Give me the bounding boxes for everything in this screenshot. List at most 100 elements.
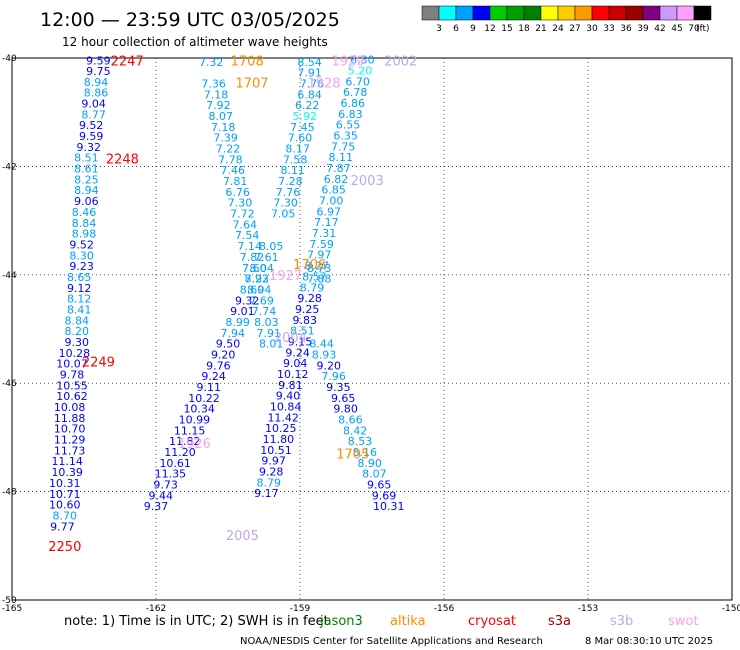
swh-value: 7.59: [309, 238, 334, 251]
colorbar-label: 27: [569, 24, 580, 34]
swh-value: 6.78: [343, 86, 368, 99]
swh-value: 11.35: [155, 468, 187, 481]
colorbar-label: 12: [484, 24, 495, 34]
swh-value: 10.31: [373, 500, 405, 513]
chart-title: 12:00 — 23:59 UTC 03/05/2025: [40, 9, 340, 31]
colorbar-label: 6: [453, 24, 459, 34]
swh-value: 10.62: [56, 390, 88, 403]
swh-value: 9.11: [197, 381, 222, 394]
swh-value: 8.11: [329, 151, 354, 164]
swh-value: 7.05: [271, 208, 296, 221]
satellite-legend-item: swot: [668, 614, 698, 629]
swh-value: 7.54: [235, 229, 260, 242]
colorbar-swatch: [642, 5, 661, 21]
colorbar-label: 39: [637, 24, 649, 34]
chart-subtitle: 12 hour collection of altimeter wave hei…: [62, 35, 328, 49]
colorbar-swatch: [421, 5, 440, 21]
swh-value: 6.83: [338, 108, 363, 121]
swh-value: 7.69: [249, 294, 274, 307]
swh-value: 8.05: [259, 240, 284, 253]
pass-time-label: 2247: [111, 55, 144, 70]
swh-value: 9.44: [149, 489, 174, 502]
colorbar-swatch: [608, 5, 627, 21]
colorbar-swatch: [438, 5, 457, 21]
swh-value: 10.84: [270, 401, 302, 414]
swh-value: 9.32: [235, 294, 260, 307]
axes: -165 -162 -159 -156 -153 -150 -40 -42 -44 -46 -48 -…: [2, 54, 740, 614]
swh-value: 7.60: [242, 262, 267, 275]
y-tick-label: -46: [2, 379, 17, 389]
colorbar-label: 30: [586, 24, 598, 34]
swh-value: 7.78: [218, 153, 243, 166]
plot-frame: [11, 57, 733, 601]
pass-time-label: 2005: [226, 529, 259, 544]
swh-value: 10.39: [51, 466, 83, 479]
pass-time-label: 1927: [269, 269, 302, 284]
swh-value: 9.17: [254, 487, 279, 500]
swh-value: 6.70: [345, 75, 370, 88]
swh-value: 10.34: [183, 403, 215, 416]
y-tick-label: -40: [2, 54, 17, 64]
swh-value: 9.78: [60, 369, 85, 382]
swh-value: 7.45: [290, 121, 315, 134]
satellite-legend-item: s3a: [548, 614, 571, 629]
swh-value: 8.30: [69, 249, 94, 262]
swh-value: 7.76: [276, 186, 301, 199]
colorbar-label: 18: [518, 24, 530, 34]
swh-value: 7.36: [201, 77, 226, 90]
swh-value: 11.15: [174, 424, 206, 437]
pass-time-label: 1708: [231, 55, 264, 70]
x-tick-label: -156: [434, 604, 455, 614]
swh-value: 9.50: [216, 338, 241, 351]
swh-value: 8.51: [74, 152, 99, 165]
colorbar-label: 42: [654, 24, 665, 34]
swh-value: 11.88: [54, 412, 86, 425]
swh-value: 8.46: [72, 206, 97, 219]
x-tick-label: -162: [146, 604, 166, 614]
swh-value: 9.52: [69, 238, 94, 251]
swh-value: 7.22: [216, 143, 241, 156]
swh-value: 9.73: [153, 479, 178, 492]
x-tick-label: -150: [722, 604, 740, 614]
colorbar-unit: (ft): [696, 24, 710, 34]
swh-value: 11.29: [54, 434, 86, 447]
swh-value: 8.17: [285, 143, 310, 156]
swh-value: 8.04: [247, 283, 272, 296]
swh-value: 7.97: [307, 249, 332, 262]
colorbar-swatch: [659, 5, 678, 21]
swh-value: 9.69: [372, 489, 397, 502]
swh-value: 8.94: [74, 184, 99, 197]
swh-value: 10.70: [54, 423, 86, 436]
swh-value: 9.24: [285, 346, 310, 359]
swh-value: 7.91: [257, 327, 282, 340]
y-tick-label: -42: [2, 162, 17, 172]
pass-time-label: 2250: [48, 540, 81, 555]
colorbar-label: 21: [535, 24, 546, 34]
swh-value: 8.04: [249, 262, 274, 275]
swh-value: 8.98: [72, 228, 97, 241]
swh-value: 8.11: [281, 164, 306, 177]
swh-value: 10.60: [49, 499, 81, 512]
swh-value: 8.42: [343, 424, 368, 437]
colorbar-swatch: [489, 5, 508, 21]
swh-value: 9.59: [79, 130, 104, 143]
swh-value: 11.80: [263, 433, 295, 446]
footer-timestamp: 8 Mar 08:30:10 UTC 2025: [585, 636, 713, 647]
swh-value: 8.54: [297, 56, 322, 69]
x-tick-label: -153: [578, 604, 598, 614]
pass-labels: 2247 2248 2249 2250 1708 1707 1706 1705 1929 1928…: [48, 55, 417, 555]
swh-value: 7.61: [254, 251, 279, 264]
satellite-legend-item: cryosat: [468, 614, 516, 629]
swh-value: 9.28: [259, 466, 284, 479]
colorbar-label: 45: [671, 24, 682, 34]
pass-time-label: 1707: [235, 76, 268, 91]
swh-value: 6.84: [297, 88, 322, 101]
swh-value: 9.04: [283, 357, 308, 370]
colorbar-swatch: [540, 5, 559, 21]
swh-value: 7.92: [245, 273, 270, 286]
y-tick-label: -44: [2, 271, 17, 281]
swh-value: 8.73: [307, 262, 332, 275]
pass-time-label: 1929: [331, 55, 364, 70]
colorbar-swatch: [472, 5, 491, 21]
swh-value: 7.30: [228, 197, 253, 210]
